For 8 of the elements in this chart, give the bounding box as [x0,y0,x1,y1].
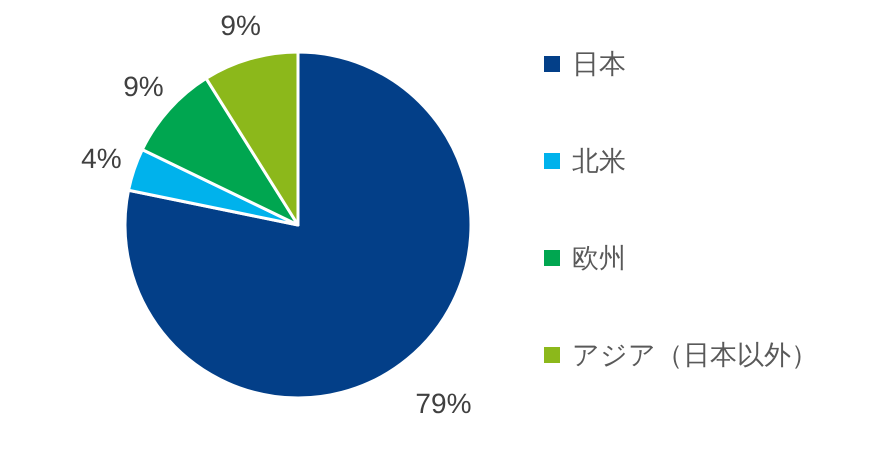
data-label: 9% [123,70,164,102]
data-label: 4% [81,142,122,174]
legend-label: 北米 [572,146,626,176]
legend-label: アジア（日本以外） [572,340,818,370]
data-label: 79% [415,388,472,419]
legend-label: 日本 [572,49,626,79]
legend-label: 欧州 [572,243,626,273]
data-label: 9% [220,10,261,41]
